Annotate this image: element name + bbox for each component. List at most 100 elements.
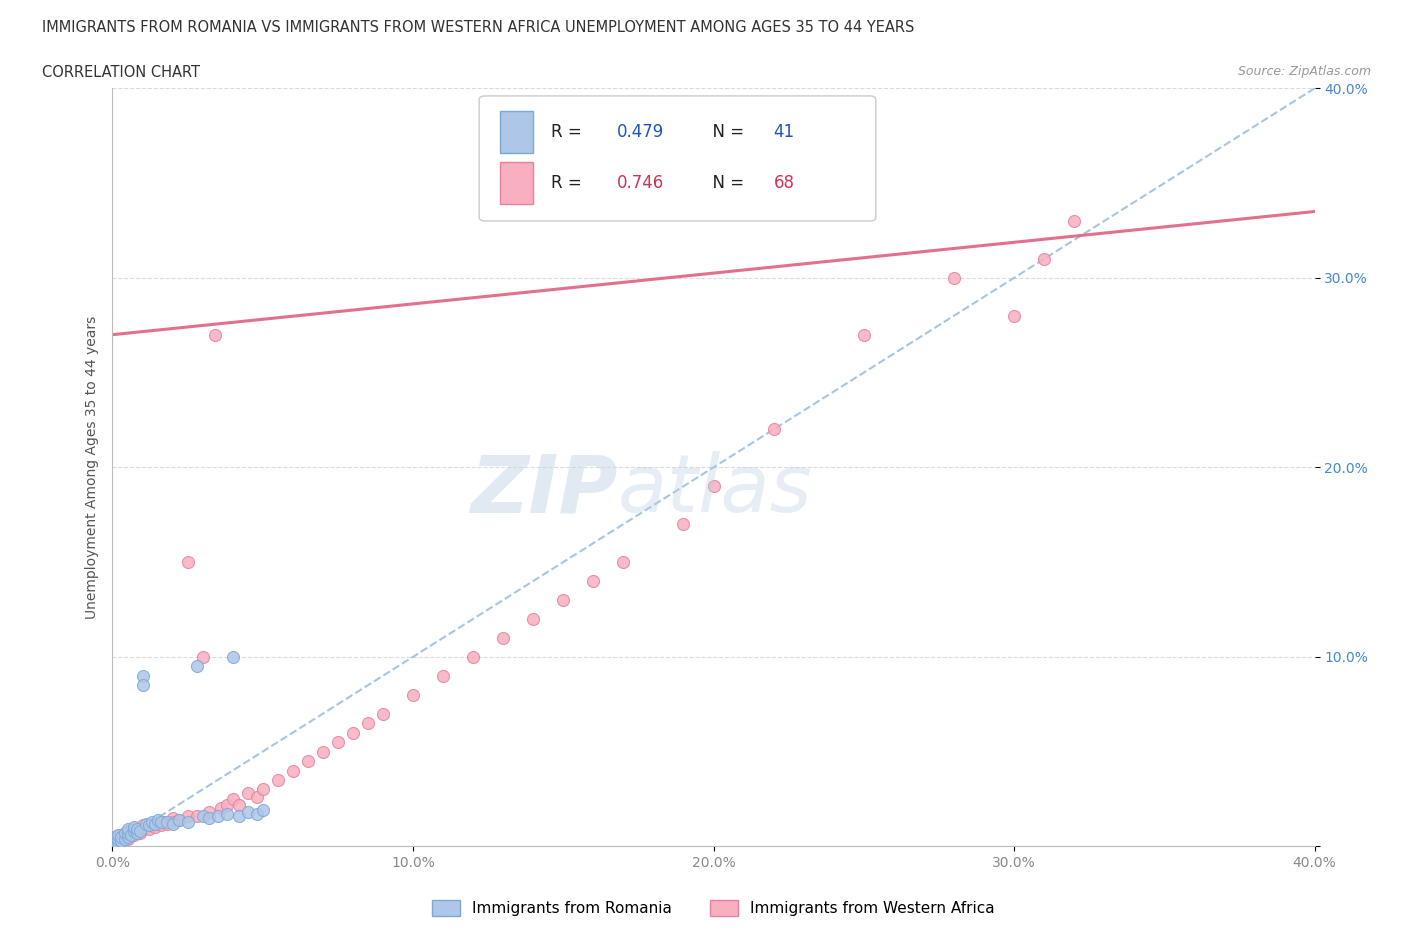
Point	[432, 669, 454, 684]
Text: Source: ZipAtlas.com: Source: ZipAtlas.com	[1237, 65, 1371, 78]
Point	[582, 574, 605, 589]
Point	[702, 479, 725, 494]
Point	[357, 716, 380, 731]
Point	[209, 801, 232, 816]
Point	[191, 808, 214, 823]
Point	[246, 806, 269, 821]
Point	[162, 810, 184, 825]
Point	[267, 773, 290, 788]
Point	[281, 763, 304, 777]
Point	[402, 687, 425, 702]
Text: 41: 41	[773, 124, 794, 141]
Point	[942, 271, 965, 286]
Text: R =: R =	[551, 124, 588, 141]
Point	[672, 517, 695, 532]
Point	[197, 804, 219, 819]
Point	[852, 327, 875, 342]
Point	[522, 612, 544, 627]
Point	[1063, 214, 1085, 229]
Point	[125, 824, 148, 839]
Point	[117, 831, 139, 846]
Text: 0.479: 0.479	[617, 124, 665, 141]
FancyBboxPatch shape	[479, 96, 876, 221]
Point	[162, 817, 184, 831]
Point	[207, 808, 229, 823]
Point	[186, 658, 208, 673]
Point	[252, 782, 274, 797]
Point	[312, 744, 335, 759]
Point	[107, 831, 129, 846]
Point	[1033, 251, 1056, 266]
Point	[1002, 309, 1025, 324]
Point	[101, 839, 124, 854]
Point	[114, 830, 136, 844]
Point	[215, 806, 238, 821]
Point	[252, 803, 274, 817]
Point	[146, 817, 169, 831]
Point	[197, 810, 219, 825]
Point	[246, 790, 269, 804]
Point	[107, 828, 129, 843]
Point	[104, 830, 127, 844]
Point	[114, 826, 136, 841]
Point	[122, 828, 145, 843]
Point	[141, 818, 163, 833]
Point	[762, 422, 785, 437]
Point	[110, 833, 132, 848]
Point	[204, 327, 226, 342]
Point	[186, 808, 208, 823]
Point	[131, 678, 153, 693]
Legend: Immigrants from Romania, Immigrants from Western Africa: Immigrants from Romania, Immigrants from…	[426, 894, 1001, 922]
Point	[110, 831, 132, 846]
Point	[162, 815, 184, 830]
Point	[135, 817, 157, 831]
Point	[155, 815, 177, 830]
Text: R =: R =	[551, 174, 588, 193]
Point	[120, 826, 142, 841]
Point	[326, 735, 349, 750]
Point	[228, 808, 250, 823]
Point	[101, 833, 124, 848]
Point	[149, 815, 172, 830]
Point	[146, 812, 169, 827]
Point	[215, 797, 238, 812]
Point	[643, 176, 665, 191]
Point	[107, 833, 129, 848]
Point	[131, 822, 153, 837]
Point	[125, 826, 148, 841]
Point	[152, 815, 174, 830]
Text: atlas: atlas	[617, 451, 813, 529]
Point	[107, 830, 129, 844]
Point	[236, 804, 259, 819]
Point	[228, 797, 250, 812]
Point	[110, 828, 132, 843]
Point	[107, 835, 129, 850]
Point	[176, 815, 198, 830]
Point	[236, 786, 259, 801]
Text: ZIP: ZIP	[470, 451, 617, 529]
Point	[110, 830, 132, 844]
Point	[104, 835, 127, 850]
Point	[492, 631, 515, 645]
Text: CORRELATION CHART: CORRELATION CHART	[42, 65, 200, 80]
Point	[176, 554, 198, 569]
Text: N =: N =	[702, 124, 749, 141]
Point	[122, 820, 145, 835]
Text: 0.746: 0.746	[617, 174, 665, 193]
Point	[138, 822, 160, 837]
Point	[117, 826, 139, 841]
Point	[125, 822, 148, 837]
Point	[138, 818, 160, 833]
Point	[149, 818, 172, 833]
Point	[222, 791, 245, 806]
Point	[143, 817, 166, 831]
Y-axis label: Unemployment Among Ages 35 to 44 years: Unemployment Among Ages 35 to 44 years	[84, 315, 98, 619]
Point	[222, 649, 245, 664]
Point	[612, 554, 634, 569]
Bar	[499, 162, 533, 204]
Text: 68: 68	[773, 174, 794, 193]
Point	[371, 706, 394, 721]
Point	[167, 812, 190, 827]
Point	[553, 592, 575, 607]
Point	[128, 826, 150, 841]
